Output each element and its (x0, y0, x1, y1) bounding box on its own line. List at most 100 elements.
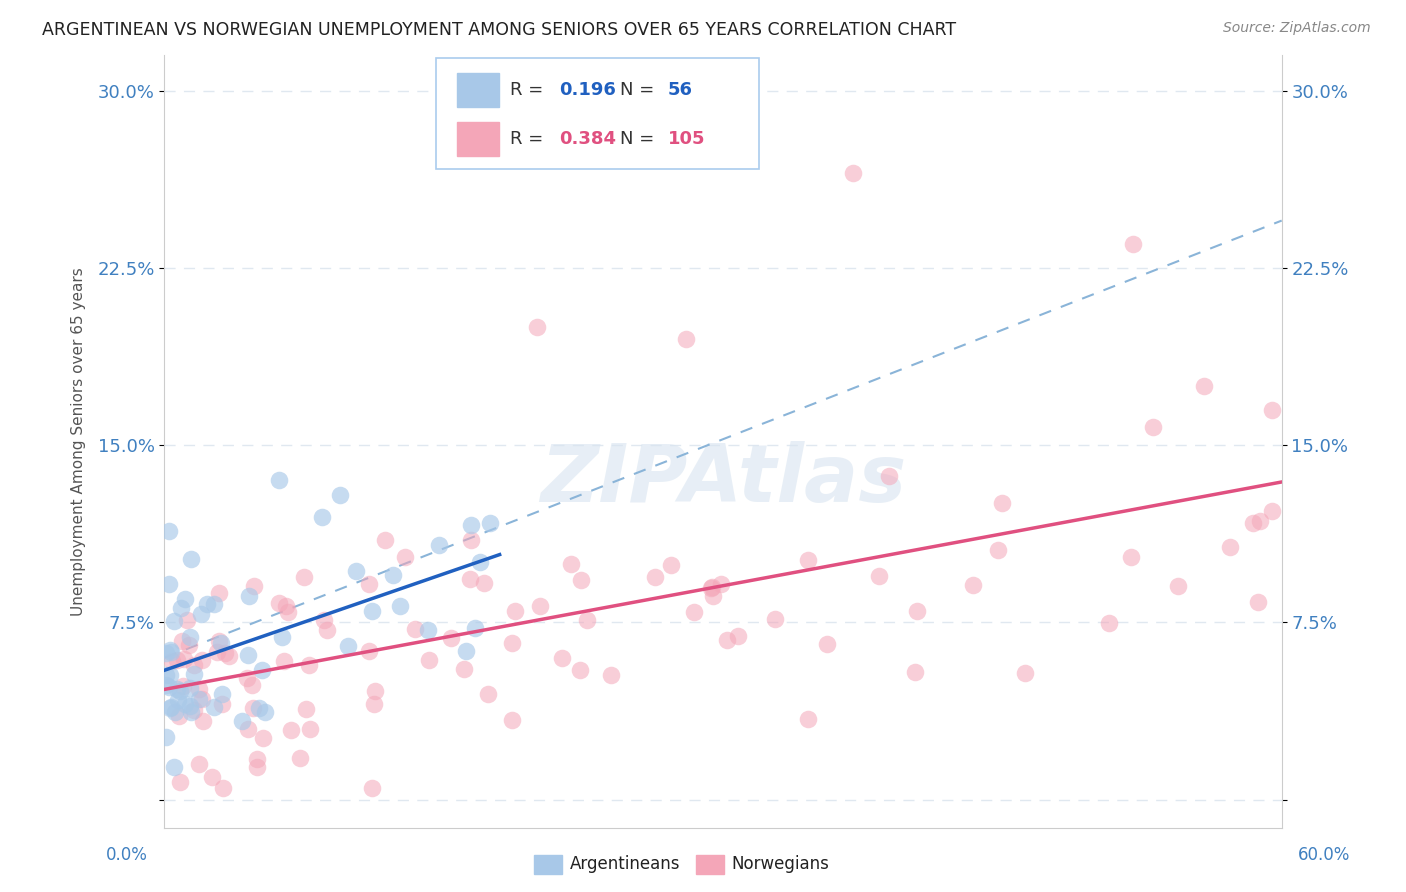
Point (207, 645, 229, 659)
Point (246, 752, 269, 766)
Point (453, 662, 475, 676)
Point (1261, 403, 1284, 417)
Point (155, 668, 177, 682)
Point (381, 568, 404, 582)
Point (274, 599, 297, 613)
Point (299, 722, 322, 736)
Point (503, 604, 526, 618)
Point (191, 692, 214, 706)
Point (273, 654, 295, 668)
Point (202, 700, 225, 714)
Point (1249, 514, 1271, 528)
Text: N =: N = (620, 130, 659, 148)
Point (173, 697, 195, 711)
Point (905, 604, 928, 618)
Text: 56: 56 (668, 81, 693, 99)
Point (183, 702, 205, 716)
Point (208, 586, 231, 600)
Point (472, 576, 495, 591)
Point (170, 634, 193, 648)
Point (904, 665, 927, 680)
Point (187, 757, 209, 772)
Point (166, 653, 188, 667)
Point (357, 576, 380, 591)
Point (600, 668, 623, 682)
Point (357, 644, 380, 658)
Point (169, 684, 191, 698)
Point (1142, 420, 1164, 434)
Point (550, 650, 572, 665)
Point (987, 543, 1010, 558)
Point (1247, 594, 1270, 608)
Point (1167, 579, 1189, 593)
Point (763, 612, 786, 626)
Point (962, 578, 984, 592)
Point (460, 517, 482, 532)
Text: 0.0%: 0.0% (105, 846, 148, 863)
Point (568, 663, 591, 677)
Point (501, 713, 523, 727)
Point (991, 496, 1014, 510)
Point (155, 678, 177, 692)
Point (179, 681, 201, 695)
Point (231, 714, 253, 728)
Point (560, 557, 582, 571)
Text: R =: R = (510, 130, 550, 148)
Point (167, 709, 190, 723)
Point (155, 646, 177, 660)
Point (702, 589, 724, 603)
Point (267, 596, 290, 610)
Point (675, 332, 697, 346)
Point (211, 780, 233, 795)
Point (710, 577, 733, 591)
Text: Argentineans: Argentineans (569, 855, 681, 873)
Point (394, 550, 416, 565)
Point (316, 623, 339, 637)
Point (418, 623, 440, 637)
Point (166, 693, 188, 707)
Point (169, 775, 191, 789)
Point (374, 533, 396, 547)
Point (456, 644, 478, 658)
Point (298, 657, 321, 672)
Point (218, 648, 240, 663)
Point (1122, 237, 1144, 252)
Point (1192, 379, 1215, 393)
Point (270, 630, 292, 644)
Point (336, 639, 359, 653)
Point (172, 679, 194, 693)
Point (170, 600, 193, 615)
Point (526, 320, 548, 334)
Point (501, 635, 523, 649)
Text: N =: N = (620, 81, 659, 99)
Point (157, 680, 180, 694)
Point (700, 582, 723, 596)
Point (242, 701, 264, 715)
Point (363, 697, 385, 711)
Text: 60.0%: 60.0% (1298, 846, 1350, 863)
Point (418, 653, 440, 667)
Point (209, 636, 232, 650)
Point (659, 558, 682, 573)
Point (644, 570, 666, 584)
Text: Norwegians: Norwegians (731, 855, 830, 873)
Point (247, 701, 270, 715)
Point (157, 524, 180, 538)
Text: ARGENTINEAN VS NORWEGIAN UNEMPLOYMENT AMONG SENIORS OVER 65 YEARS CORRELATION CH: ARGENTINEAN VS NORWEGIAN UNEMPLOYMENT AM… (42, 21, 956, 38)
Point (329, 488, 352, 502)
Point (361, 780, 384, 795)
Point (1261, 504, 1284, 518)
Point (179, 630, 201, 644)
Point (197, 597, 219, 611)
Point (252, 663, 274, 677)
Point (388, 599, 411, 613)
Point (191, 714, 214, 729)
Point (479, 516, 502, 531)
Point (201, 770, 224, 784)
Point (716, 632, 738, 647)
Text: ZIPAtlas: ZIPAtlas (540, 442, 907, 519)
Point (796, 712, 818, 726)
Point (180, 551, 202, 566)
Point (575, 613, 598, 627)
Point (191, 653, 214, 667)
